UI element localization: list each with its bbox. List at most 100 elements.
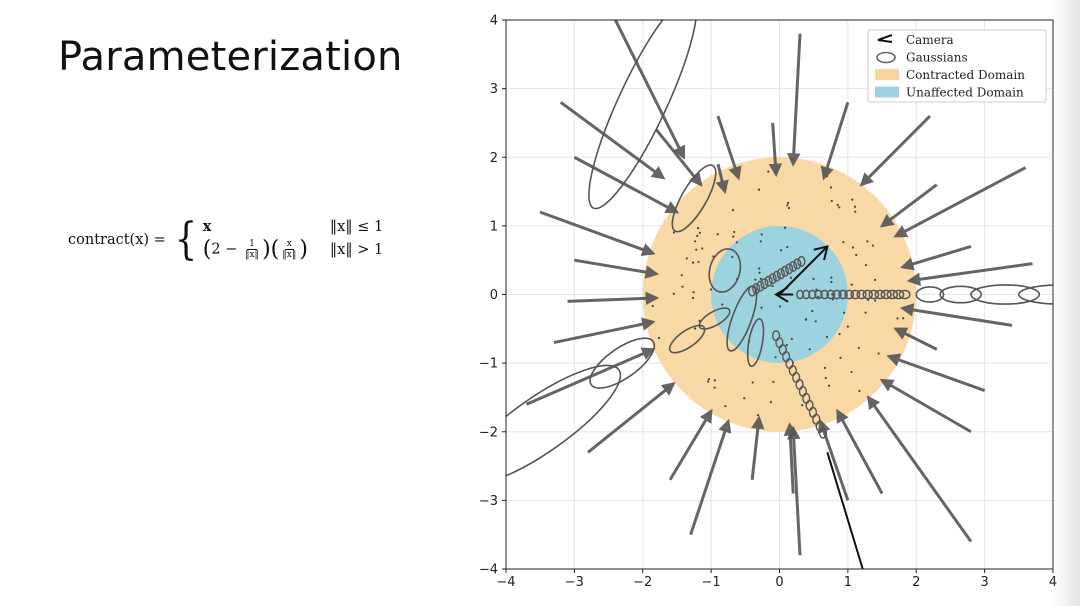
sample-point [724,405,727,408]
legend-label: Unaffected Domain [906,86,1024,100]
y-tick-label: −4 [479,563,498,578]
contraction-arrow [866,395,973,543]
x-tick-label: 2 [912,575,920,590]
sample-point [691,296,695,300]
sample-point [758,271,761,274]
sample-point [858,389,861,393]
sample-point [874,299,877,302]
sample-point [713,379,716,382]
contraction-arrow [574,258,660,279]
legend-label: Camera [906,33,954,47]
sample-point [759,277,762,280]
gaussian-ellipse [808,289,817,300]
sample-point [830,199,833,203]
contraction-arrow [750,415,765,480]
contraction-arrow [859,115,931,187]
sample-point [696,226,700,230]
plot-cameras [774,245,879,606]
sample-point [657,336,661,340]
sample-point [681,285,684,288]
contraction-arrow [820,101,850,181]
contraction-arrow [787,425,802,556]
gaussian-ellipse [856,289,867,300]
contraction-arrow [899,303,1013,327]
gaussian-ellipse [764,275,773,287]
x-tick-label: 0 [775,575,783,590]
x-tick-label: 1 [844,575,852,590]
sample-point [706,380,710,383]
formula-frac1-den: ‖x‖ [244,250,260,260]
sample-point [691,261,695,264]
sample-point [698,231,701,234]
contraction-arrow [786,33,802,167]
sample-point [825,335,828,338]
y-tick-label: 2 [490,151,498,166]
gaussian-ellipse [746,318,765,368]
sample-point [716,233,719,236]
sample-point [695,248,698,251]
plot-legend: Camera Gaussians Contracted Domain Unaffect… [867,29,1047,103]
contraction-arrow [836,408,884,495]
gaussian-ellipse [760,278,769,290]
gaussian-ellipse [874,289,886,300]
formula-paren: ) [262,237,271,262]
sample-point [759,240,762,243]
sample-point [772,380,775,383]
sample-point [854,210,857,213]
contraction-arrow [613,20,686,160]
gaussian-ellipse [776,268,785,280]
sample-point [786,204,789,207]
gaussian-ellipse [784,263,794,275]
legend-gaussian-swatch [876,51,896,64]
sample-point [778,305,782,308]
camera-ray [826,452,864,569]
formula-case1-condition: ‖x‖ ≤ 1 [329,218,384,235]
contraction-arrow [668,408,713,481]
formula-cases: x ‖x‖ ≤ 1 (2 − 1 ‖x‖)(x ‖x‖) ‖x‖ > 1 [203,217,383,263]
y-tick-label: 4 [490,14,498,29]
sample-point [692,291,695,294]
contraction-arrow [689,418,732,536]
sample-point [824,376,827,380]
gaussian-ellipse [862,289,873,300]
sample-point [672,292,675,295]
contraction-arrow [817,418,850,501]
x-tick-label: −2 [633,575,652,590]
formula-frac1: 1 ‖x‖ [243,239,261,260]
legend-label: Contracted Domain [906,68,1025,82]
formula-brace: { [174,214,197,265]
sample-point [783,226,787,229]
y-tick-label: 3 [490,82,498,97]
sample-point [830,280,833,284]
y-tick-label: −1 [479,357,498,372]
formula-frac2-den: ‖x‖ [282,250,297,260]
sample-point [786,201,790,204]
gaussian-ellipse [588,20,698,210]
sample-point [838,206,841,209]
legend-patch-swatch [875,69,899,80]
sample-point [651,304,654,308]
sample-point [771,284,774,288]
formula-case1-value: x [202,218,212,235]
sample-point [808,348,811,351]
sample-point [838,332,841,336]
gaussian-ellipse [506,364,622,486]
contraction-arrow [906,262,1033,286]
plot-points [651,170,905,417]
sample-point [758,267,761,270]
sample-point [696,234,699,237]
contraction-arrow [716,115,742,181]
sample-point [842,311,846,314]
x-tick-label: 3 [980,575,988,590]
sample-point [721,303,724,306]
contraction-arrow [893,327,938,351]
gaussian-ellipse [850,289,861,300]
contraction-arrow [587,382,676,454]
x-tick-label: −3 [565,575,584,590]
sample-point [790,337,793,341]
sample-point [785,343,788,347]
camera-marker [865,597,879,606]
gaussian-ellipse [915,286,945,303]
